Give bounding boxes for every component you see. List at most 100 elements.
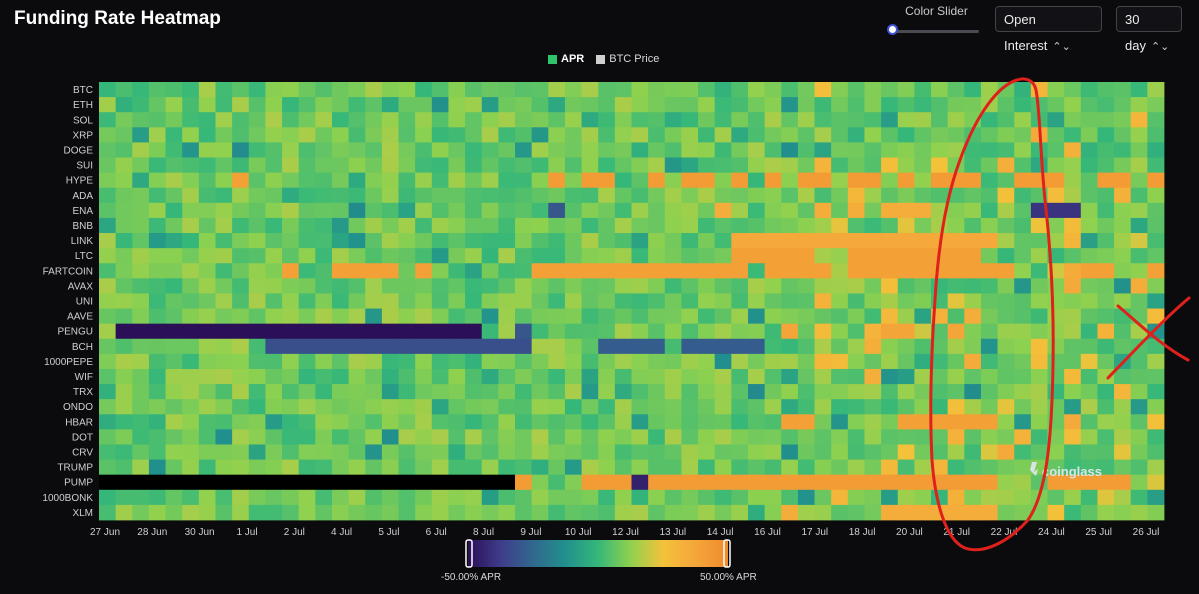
heatmap-cell[interactable] <box>415 82 433 98</box>
heatmap-cell[interactable] <box>747 263 766 279</box>
color-slider-thumb[interactable] <box>887 24 898 35</box>
heatmap-cell[interactable] <box>814 474 832 491</box>
heatmap-cell[interactable] <box>498 127 516 143</box>
heatmap-cell[interactable] <box>515 429 533 445</box>
heatmap-cell[interactable] <box>564 187 582 204</box>
heatmap-cell[interactable] <box>132 474 150 491</box>
heatmap-cell[interactable] <box>947 248 965 264</box>
heatmap-cell[interactable] <box>182 187 200 204</box>
heatmap-cell[interactable] <box>731 338 749 355</box>
heatmap-cell[interactable] <box>598 384 616 400</box>
heatmap-cell[interactable] <box>1130 172 1148 189</box>
heatmap-cell[interactable] <box>648 399 666 415</box>
heatmap-cell[interactable] <box>1097 233 1115 249</box>
heatmap-cell[interactable] <box>248 202 266 219</box>
heatmap-cell[interactable] <box>1130 97 1148 113</box>
heatmap-cell[interactable] <box>498 217 516 234</box>
heatmap-cell[interactable] <box>265 127 283 143</box>
heatmap-cell[interactable] <box>531 202 549 219</box>
heatmap-cell[interactable] <box>1064 82 1082 98</box>
heatmap-cell[interactable] <box>947 112 965 128</box>
heatmap-cell[interactable] <box>99 429 117 445</box>
heatmap-cell[interactable] <box>381 459 399 476</box>
heatmap-cell[interactable] <box>381 112 399 128</box>
heatmap-cell[interactable] <box>282 504 300 521</box>
heatmap-cell[interactable] <box>365 233 383 249</box>
heatmap-cell[interactable] <box>481 474 499 491</box>
heatmap-cell[interactable] <box>415 217 433 234</box>
heatmap-cell[interactable] <box>398 459 416 476</box>
heatmap-cell[interactable] <box>1064 187 1082 204</box>
heatmap-cell[interactable] <box>381 308 399 325</box>
heatmap-cell[interactable] <box>1114 202 1132 219</box>
heatmap-cell[interactable] <box>881 338 899 355</box>
heatmap-cell[interactable] <box>714 127 732 143</box>
heatmap-cell[interactable] <box>548 217 566 234</box>
heatmap-cell[interactable] <box>997 353 1015 370</box>
heatmap-cell[interactable] <box>564 489 582 506</box>
heatmap-cell[interactable] <box>315 323 333 340</box>
heatmap-cell[interactable] <box>731 323 749 340</box>
heatmap-cell[interactable] <box>165 202 183 219</box>
heatmap-cell[interactable] <box>1014 368 1032 385</box>
heatmap-cell[interactable] <box>1130 414 1148 430</box>
heatmap-cell[interactable] <box>814 263 832 279</box>
heatmap-cell[interactable] <box>731 97 749 113</box>
heatmap-cell[interactable] <box>814 384 832 400</box>
heatmap-cell[interactable] <box>415 489 433 506</box>
heatmap-cell[interactable] <box>415 202 433 219</box>
heatmap-cell[interactable] <box>681 263 699 279</box>
heatmap-cell[interactable] <box>931 172 949 189</box>
heatmap-cell[interactable] <box>564 97 582 113</box>
heatmap-cell[interactable] <box>331 429 350 445</box>
heatmap-cell[interactable] <box>348 97 366 113</box>
heatmap-cell[interactable] <box>298 414 316 430</box>
heatmap-cell[interactable] <box>531 233 549 249</box>
heatmap-cell[interactable] <box>1030 323 1048 340</box>
heatmap-cell[interactable] <box>864 142 882 158</box>
heatmap-cell[interactable] <box>282 414 300 430</box>
heatmap-cell[interactable] <box>548 233 566 249</box>
heatmap-cell[interactable] <box>631 248 649 264</box>
heatmap-cell[interactable] <box>564 248 582 264</box>
heatmap-cell[interactable] <box>99 414 117 430</box>
heatmap-cell[interactable] <box>431 338 449 355</box>
heatmap-cell[interactable] <box>315 263 333 279</box>
heatmap-cell[interactable] <box>465 414 483 430</box>
heatmap-cell[interactable] <box>614 172 632 189</box>
heatmap-cell[interactable] <box>1130 217 1148 234</box>
heatmap-cell[interactable] <box>947 308 965 325</box>
heatmap-cell[interactable] <box>448 384 466 400</box>
heatmap-cell[interactable] <box>148 127 166 143</box>
heatmap-cell[interactable] <box>1114 187 1132 204</box>
heatmap-cell[interactable] <box>331 444 350 460</box>
heatmap-cell[interactable] <box>315 489 333 506</box>
heatmap-cell[interactable] <box>132 399 150 415</box>
heatmap-cell[interactable] <box>548 172 566 189</box>
heatmap-cell[interactable] <box>831 384 849 400</box>
heatmap-cell[interactable] <box>148 233 166 249</box>
heatmap-cell[interactable] <box>581 338 599 355</box>
heatmap-cell[interactable] <box>581 353 599 370</box>
heatmap-cell[interactable] <box>448 248 466 264</box>
heatmap-cell[interactable] <box>581 489 599 506</box>
heatmap-cell[interactable] <box>814 323 832 340</box>
heatmap-cell[interactable] <box>997 504 1015 521</box>
heatmap-cell[interactable] <box>132 293 150 309</box>
heatmap-cell[interactable] <box>515 444 533 460</box>
heatmap-cell[interactable] <box>764 187 782 204</box>
heatmap-cell[interactable] <box>1130 459 1148 476</box>
heatmap-cell[interactable] <box>365 414 383 430</box>
heatmap-cell[interactable] <box>1114 112 1132 128</box>
heatmap-cell[interactable] <box>1097 157 1115 174</box>
heatmap-cell[interactable] <box>881 293 899 309</box>
heatmap-cell[interactable] <box>980 172 998 189</box>
heatmap-cell[interactable] <box>115 414 133 430</box>
heatmap-cell[interactable] <box>598 429 616 445</box>
heatmap-cell[interactable] <box>398 368 416 385</box>
heatmap-cell[interactable] <box>198 263 216 279</box>
heatmap-cell[interactable] <box>714 112 732 128</box>
heatmap-cell[interactable] <box>1064 293 1082 309</box>
heatmap-cell[interactable] <box>448 127 466 143</box>
heatmap-cell[interactable] <box>1130 142 1148 158</box>
